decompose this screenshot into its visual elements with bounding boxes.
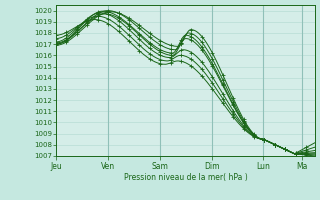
X-axis label: Pression niveau de la mer( hPa ): Pression niveau de la mer( hPa ) xyxy=(124,173,247,182)
